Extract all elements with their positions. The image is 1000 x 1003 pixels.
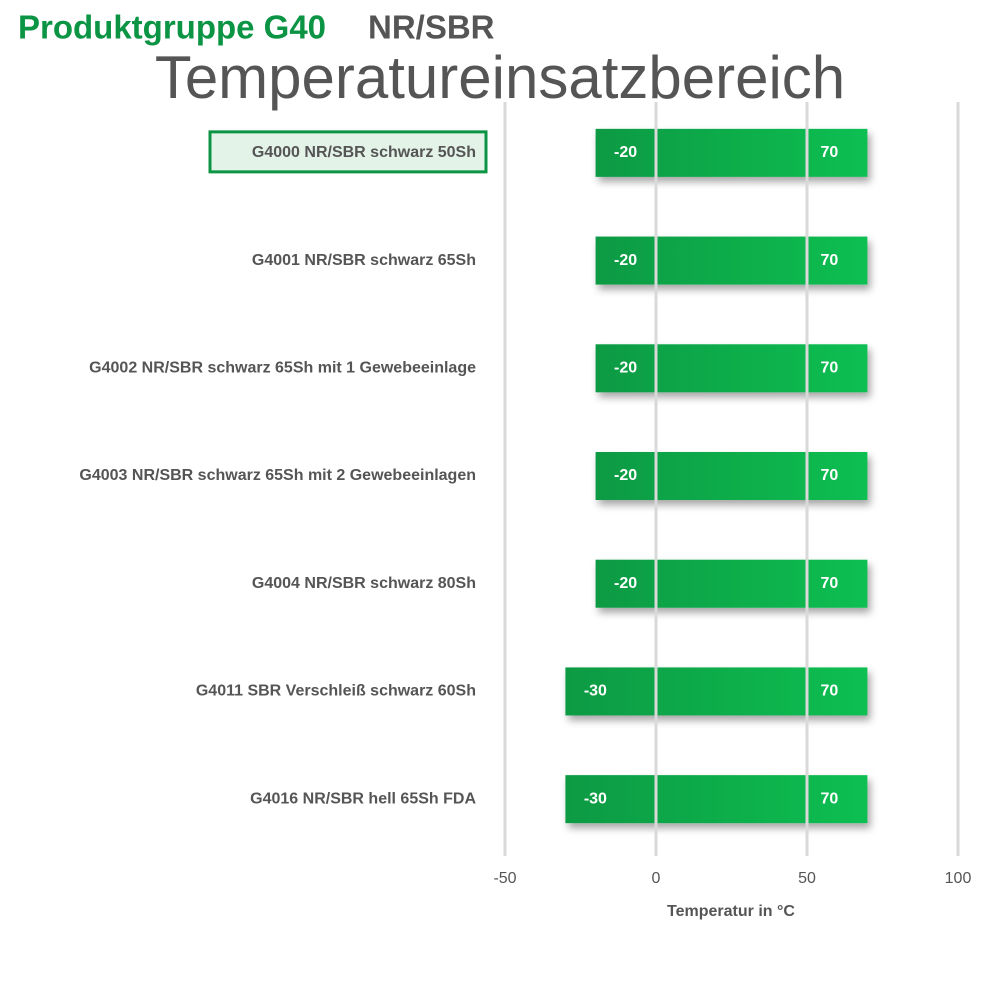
value-label: -20 [614,467,637,484]
x-tick-label: 100 [945,870,972,887]
value-label: -30 [584,683,607,700]
category-label: G4011 SBR Verschleiß schwarz 60Sh [196,683,476,700]
chart-subtitle: Temperatureinsatzbereich [155,44,845,111]
bar [595,128,868,177]
value-label: -30 [584,790,607,807]
value-label: 70 [821,252,839,269]
bar [565,667,868,716]
category-label: G4016 NR/SBR hell 65Sh FDA [250,790,476,807]
x-axis-label: Temperatur in °C [667,903,795,920]
value-label: 70 [821,144,839,161]
bar [595,559,868,608]
bar [595,236,868,285]
value-label: 70 [821,575,839,592]
x-tick-label: -50 [493,870,516,887]
value-label: -20 [614,360,637,377]
bar [595,344,868,393]
value-label: 70 [821,360,839,377]
bar [565,775,868,824]
bar [595,452,868,500]
value-label: 70 [821,683,839,700]
value-label: -20 [614,144,637,161]
category-label: G4002 NR/SBR schwarz 65Sh mit 1 Gewebeei… [89,360,476,377]
x-tick-label: 0 [652,870,661,887]
value-label: -20 [614,252,637,269]
x-tick-label: 50 [798,870,816,887]
category-label: G4003 NR/SBR schwarz 65Sh mit 2 Gewebeei… [79,467,476,484]
category-label: G4004 NR/SBR schwarz 80Sh [252,575,476,592]
value-label: 70 [821,467,839,484]
category-label: G4001 NR/SBR schwarz 65Sh [252,252,476,269]
value-label: -20 [614,575,637,592]
chart-title-suffix: NR/SBR [368,9,495,46]
highlight-box [208,130,488,174]
chart-title: Produktgruppe G40 [18,9,326,46]
value-label: 70 [821,790,839,807]
category-label: G4000 NR/SBR schwarz 50Sh [252,144,476,161]
